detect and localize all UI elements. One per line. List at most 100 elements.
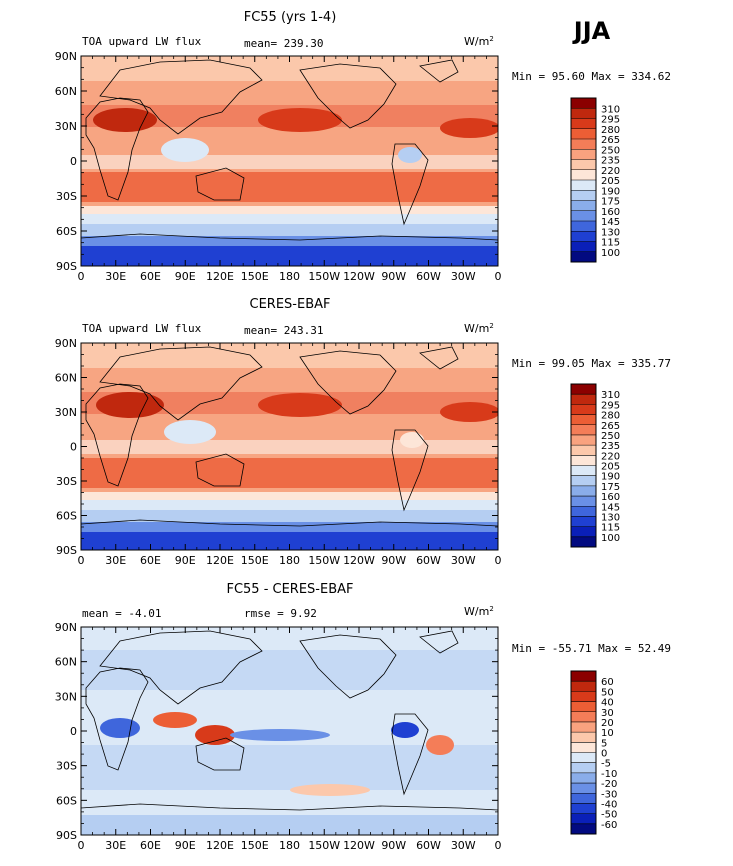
colorbar-swatch [571,200,596,212]
x-tick-label: 60W [416,554,441,567]
band-antarctic-1 [81,236,498,246]
colorbar-swatch [571,139,596,150]
colorbar: 3102952802652502352202051901751601451301… [570,97,620,263]
warm-pool-cold-cloud [161,138,209,162]
x-tick-label: 90E [175,554,196,567]
y-axis: 90N 60N 30N 0 30S 60S 90S [55,621,498,842]
y-tick-label: 30N [55,406,77,419]
colorbar-label: 220 [601,451,620,462]
band-southern-ocean-3 [81,510,498,522]
y-tick-label: 90N [55,621,77,634]
y-tick-label: 60S [56,225,77,238]
colorbar-swatch [571,762,596,774]
y-tick-label: 0 [70,725,77,738]
colorbar-swatch [571,536,596,548]
colorbar-swatch [571,721,596,733]
x-tick-label: 120E [206,270,234,283]
mean-label: mean= 239.30 [244,37,323,50]
colorbar-swatch [571,516,596,527]
colorbar-label: 5 [601,738,607,749]
x-tick-label: 30E [105,839,126,852]
coast-north-america [299,63,397,129]
x-tick-label: 60W [416,839,441,852]
colorbar-swatch [571,251,596,263]
panel-title: FC55 (yrs 1-4) [244,10,337,25]
colorbar-label: 160 [601,492,620,503]
x-axis: 0 30E 60E 90E 120E 150E 180 150W 120W 90W 60W 30W 0 [78,343,502,567]
y-tick-label: 30S [56,475,77,488]
x-tick-label: 150W [308,270,340,283]
colorbar-label: 115 [601,523,620,534]
y-axis: 90N 60N 30N 0 30S 60S 90S [55,337,498,557]
colorbar-label: 100 [601,533,620,544]
coast-australia [195,737,245,771]
coast-australia [195,167,245,201]
sahara-hotspot [96,392,164,418]
colorbar-label: 235 [601,441,620,452]
coast-north-america [299,350,397,415]
colorbar-swatch [571,394,596,405]
colorbar: 3102952802652502352202051901751601451301… [570,383,620,548]
colorbar-label: 130 [601,227,620,238]
colorbar-label: 160 [601,207,620,218]
colorbar-swatch [571,485,596,497]
colorbar-swatch [571,108,596,119]
x-tick-label: 150E [241,839,269,852]
warm-pool-cold-cloud [164,420,216,444]
x-tick-label: 0 [78,270,85,283]
colorbar-label: 190 [601,472,620,483]
coast-south-america [391,713,429,796]
x-tick-label: 0 [78,554,85,567]
minmax-label: Min = 95.60 Max = 334.62 [512,70,671,83]
x-tick-label: 0 [495,839,502,852]
colorbar-swatch [571,772,596,784]
x-tick-label: 90W [381,270,406,283]
coast-north-america [299,634,397,699]
units-label: W/m2 [464,605,494,618]
colorbar-label: 175 [601,197,620,208]
x-tick-label: 60W [416,270,441,283]
colorbar-swatch [571,732,596,743]
x-tick-label: 60E [140,839,161,852]
africa-neg-anomaly [100,718,140,738]
colorbar-label: 145 [601,502,620,513]
mean-label: mean = -4.01 [82,607,161,620]
x-tick-label: 30E [105,554,126,567]
x-tick-label: 120E [206,554,234,567]
colorbar-swatch [571,803,596,814]
season-label: JJA [572,17,611,45]
field-bands [81,650,498,835]
colorbar-label: 100 [601,248,620,259]
colorbar-label: 310 [601,390,620,401]
colorbar-swatch [571,384,596,395]
colorbar-swatch [571,98,596,109]
colorbar-swatch [571,496,596,507]
coast-eurasia [99,630,263,705]
colorbar-label: 265 [601,135,620,146]
colorbar-swatch [571,526,596,538]
colorbar-label: 205 [601,462,620,473]
coast-africa [85,383,149,487]
amazon-cold-cloud [398,147,422,163]
atlantic-north-hotspot [440,402,498,422]
band-itcz [81,155,498,169]
panel-ceres: CERES-EBAF TOA upward LW flux mean= 243.… [55,297,671,567]
coast-greenland [419,630,459,654]
x-tick-label: 180 [279,270,300,283]
x-axis: 0 30E 60E 90E 120E 150E 180 150W 120W 90W 60W 30W 0 [78,627,502,852]
colorbar-label: 280 [601,411,620,422]
colorbar-swatch [571,414,596,426]
x-tick-label: 0 [78,839,85,852]
field-bands [81,343,498,550]
y-tick-label: 90S [56,544,77,557]
colorbar-label: 50 [601,687,614,698]
panel-fc55: FC55 (yrs 1-4) TOA upward LW flux mean= … [55,10,671,283]
colorbar-swatch [571,813,596,825]
y-tick-label: 90S [56,829,77,842]
y-tick-label: 60N [55,372,77,385]
variable-label: TOA upward LW flux [82,35,202,48]
colorbar-swatch [571,159,596,171]
colorbar-swatch [571,424,596,436]
colorbar-swatch [571,455,596,466]
